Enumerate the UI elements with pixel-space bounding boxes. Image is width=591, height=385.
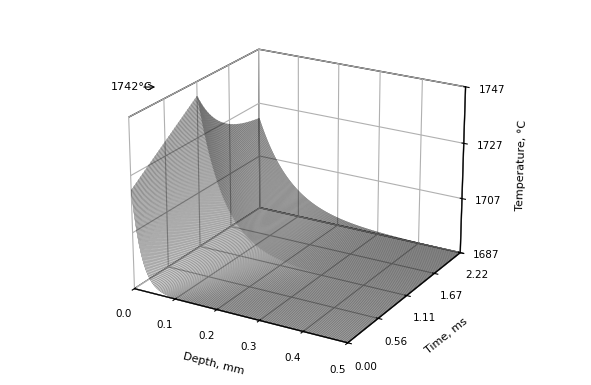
Text: 1742°C: 1742°C xyxy=(111,82,152,92)
Y-axis label: Time, ms: Time, ms xyxy=(423,316,469,356)
X-axis label: Depth, mm: Depth, mm xyxy=(183,352,246,377)
